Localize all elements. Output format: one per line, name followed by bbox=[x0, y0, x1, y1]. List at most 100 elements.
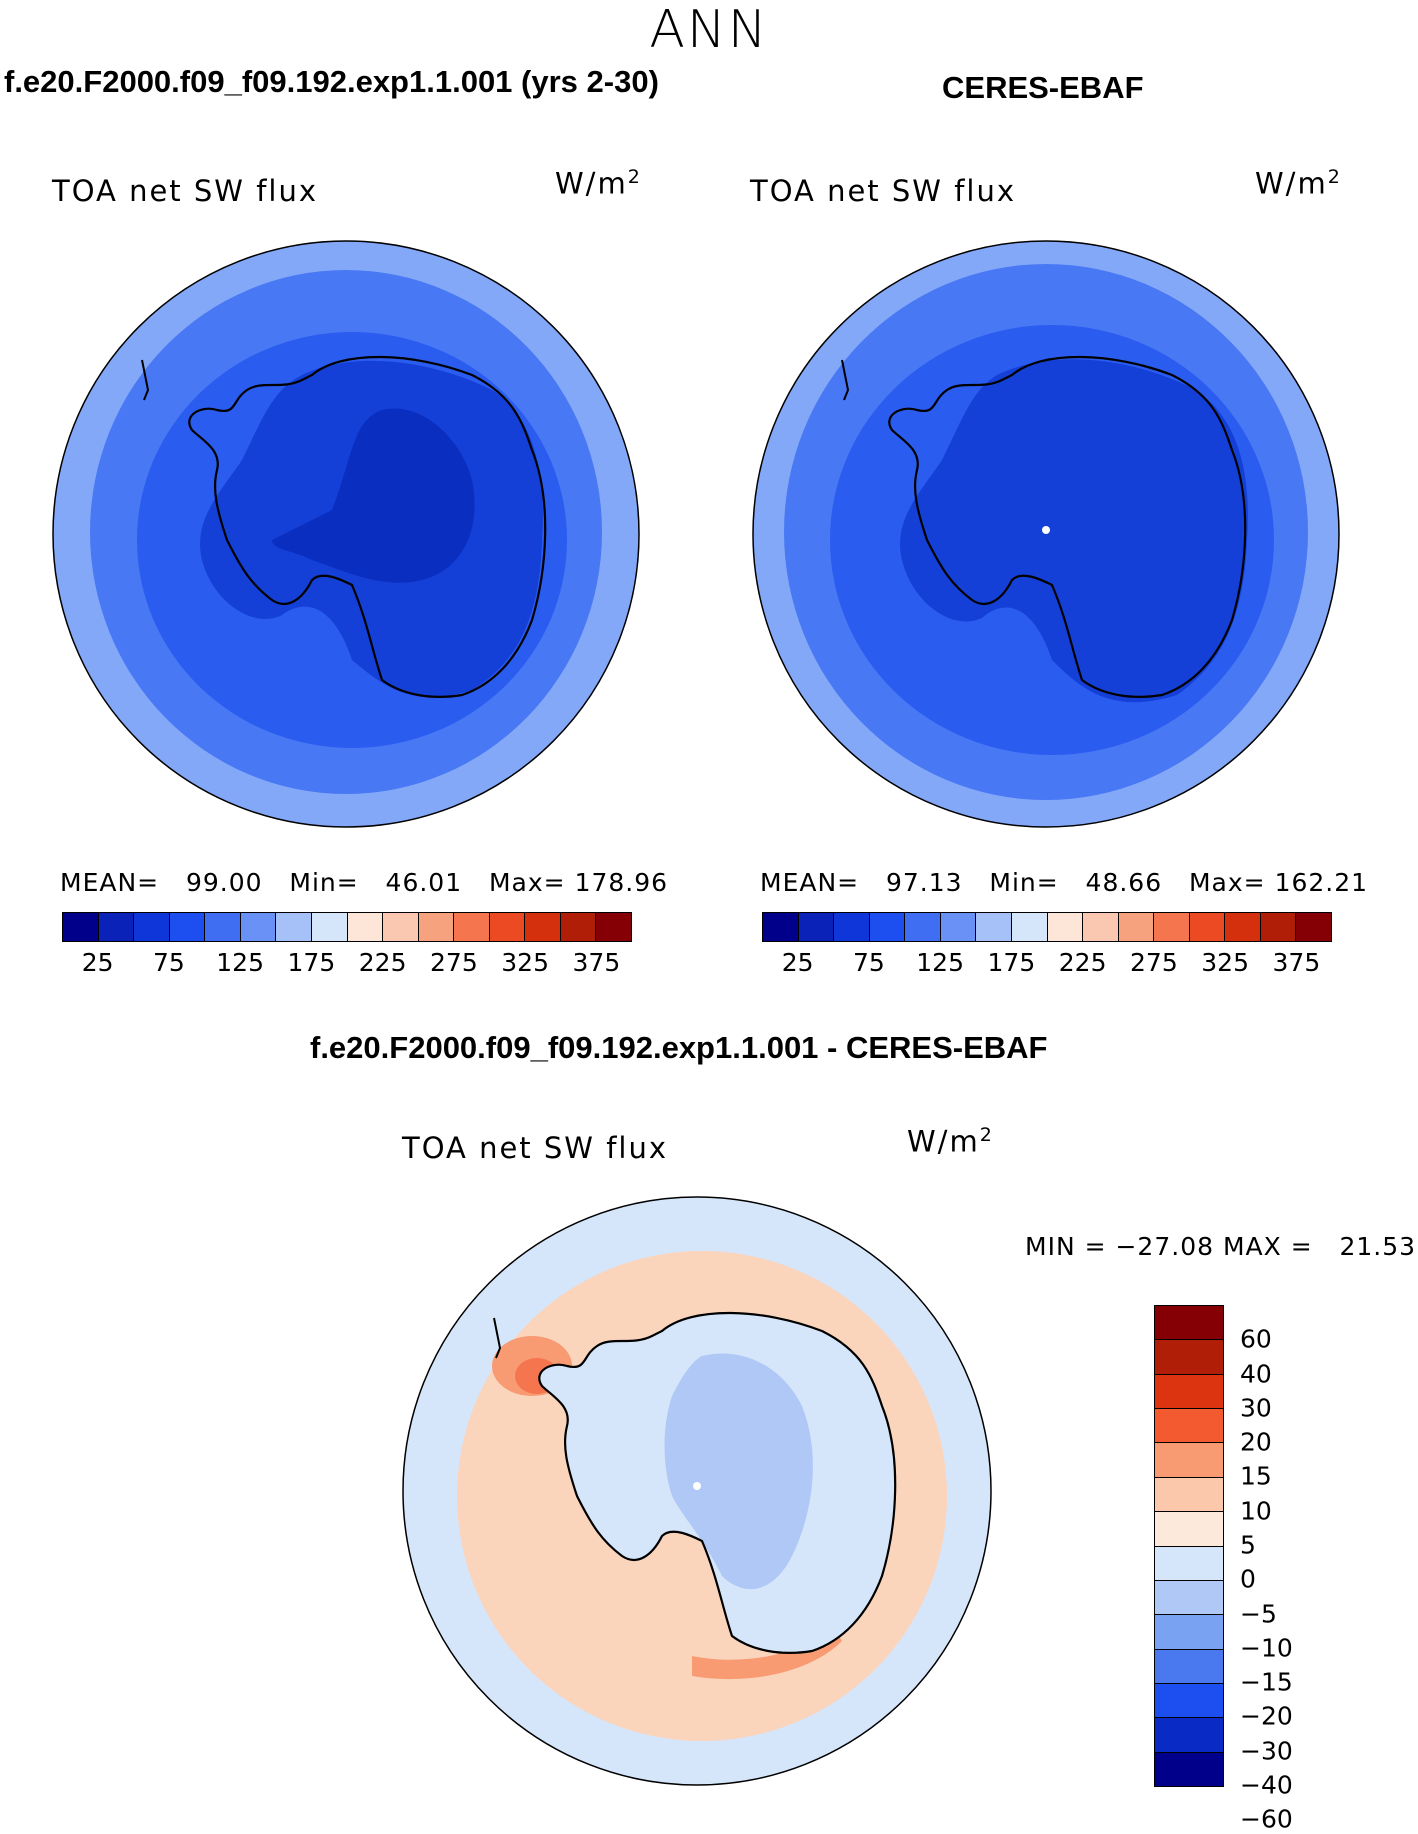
obs-colorbar-swatch bbox=[763, 913, 799, 941]
obs-units: W/m2 bbox=[1255, 166, 1342, 201]
model-colorbar-swatch bbox=[169, 913, 206, 941]
obs-ice-region bbox=[900, 359, 1248, 703]
obs-colorbar-swatches bbox=[762, 912, 1332, 942]
obs-pole-point bbox=[1042, 526, 1050, 534]
diff-colorbar-tick-label: −5 bbox=[1240, 1599, 1277, 1629]
obs-colorbar-swatch bbox=[1189, 913, 1226, 941]
diff-colorbar-tick-label: 0 bbox=[1240, 1564, 1256, 1594]
obs-colorbar-tick-label: 75 bbox=[852, 948, 885, 977]
model-colorbar-swatch bbox=[596, 913, 631, 941]
model-variable-label: TOA net SW flux bbox=[52, 174, 319, 208]
obs-variable-label: TOA net SW flux bbox=[750, 174, 1017, 208]
diff-colorbar-swatch bbox=[1155, 1409, 1223, 1444]
model-colorbar-swatch bbox=[63, 913, 99, 941]
diff-colorbar-swatch bbox=[1155, 1683, 1223, 1719]
model-colorbar: 25 75 125 175 225 275 325 375 bbox=[62, 912, 632, 978]
obs-colorbar-swatch bbox=[976, 913, 1012, 941]
model-coastline bbox=[188, 355, 547, 698]
diff-map bbox=[402, 1196, 992, 1786]
diff-coastline bbox=[538, 1311, 897, 1654]
model-map bbox=[52, 240, 640, 828]
diff-variable-label: TOA net SW flux bbox=[402, 1131, 669, 1165]
diff-colorbar-tick-label: 15 bbox=[1240, 1461, 1272, 1491]
model-colorbar-tick-label: 275 bbox=[430, 948, 478, 977]
model-colorbar-swatch bbox=[205, 913, 241, 941]
diff-colorbar-swatch bbox=[1155, 1374, 1223, 1410]
obs-colorbar-swatch bbox=[834, 913, 870, 941]
diff-colorbar-tick-label: 60 bbox=[1240, 1324, 1272, 1354]
diff-colorbar-tick-label: 40 bbox=[1240, 1359, 1272, 1389]
obs-colorbar-ticks: 25 75 125 175 225 275 325 375 bbox=[762, 942, 1332, 978]
model-colorbar-swatch bbox=[276, 913, 312, 941]
obs-stats: MEAN= 97.13 Min= 48.66 Max= 162.21 bbox=[760, 868, 1369, 897]
obs-colorbar-tick-label: 175 bbox=[987, 948, 1036, 977]
model-title: f.e20.F2000.f09_f09.192.exp1.1.001 (yrs … bbox=[4, 64, 659, 99]
diff-units: W/m2 bbox=[907, 1124, 994, 1159]
diff-colorbar-swatch bbox=[1155, 1546, 1223, 1581]
diff-colorbar bbox=[1154, 1305, 1224, 1787]
model-colorbar-ticks: 25 75 125 175 225 275 325 375 bbox=[62, 942, 632, 978]
obs-colorbar-tick-label: 25 bbox=[781, 948, 814, 977]
obs-colorbar-swatch bbox=[940, 913, 977, 941]
obs-colorbar-tick-label: 325 bbox=[1201, 948, 1249, 977]
obs-colorbar-swatch bbox=[1260, 913, 1297, 941]
model-colorbar-swatch bbox=[383, 913, 419, 941]
diff-colorbar-swatches bbox=[1154, 1305, 1224, 1787]
obs-coastline bbox=[888, 355, 1247, 698]
obs-colorbar-tick-label: 375 bbox=[1272, 948, 1321, 977]
diff-title: f.e20.F2000.f09_f09.192.exp1.1.001 - CER… bbox=[310, 1030, 1048, 1065]
diff-colorbar-swatch bbox=[1155, 1649, 1223, 1684]
obs-colorbar-swatch bbox=[905, 913, 941, 941]
model-stats: MEAN= 99.00 Min= 46.01 Max= 178.96 bbox=[60, 868, 669, 897]
obs-colorbar-swatch bbox=[798, 913, 835, 941]
diff-colorbar-tick-label: 30 bbox=[1240, 1393, 1272, 1423]
model-colorbar-tick-label: 75 bbox=[152, 948, 185, 977]
diff-colorbar-tick-label: −40 bbox=[1240, 1770, 1293, 1800]
obs-colorbar-swatch bbox=[1047, 913, 1084, 941]
model-colorbar-tick-label: 125 bbox=[216, 948, 264, 977]
obs-colorbar-swatch bbox=[869, 913, 906, 941]
diff-colorbar-tick-label: 10 bbox=[1240, 1496, 1272, 1526]
model-colorbar-swatch bbox=[525, 913, 561, 941]
diff-colorbar-swatch bbox=[1155, 1615, 1223, 1650]
model-colorbar-tick-label: 325 bbox=[501, 948, 549, 977]
model-colorbar-tick-label: 375 bbox=[572, 948, 621, 977]
diff-colorbar-tick-label: −15 bbox=[1240, 1667, 1293, 1697]
obs-colorbar-swatch bbox=[1083, 913, 1119, 941]
diff-colorbar-swatch bbox=[1155, 1752, 1223, 1787]
model-colorbar-swatch bbox=[98, 913, 135, 941]
diff-colorbar-swatch bbox=[1155, 1477, 1223, 1513]
obs-colorbar-tick-label: 225 bbox=[1058, 948, 1107, 977]
diff-colorbar-swatch bbox=[1155, 1340, 1223, 1375]
diff-warm-arc bbox=[692, 1626, 842, 1680]
model-colorbar-swatch bbox=[347, 913, 384, 941]
diff-colorbar-tick-label: −30 bbox=[1240, 1736, 1293, 1766]
model-colorbar-swatch bbox=[489, 913, 526, 941]
model-colorbar-tick-label: 225 bbox=[358, 948, 407, 977]
model-colorbar-swatch bbox=[454, 913, 490, 941]
model-core-region bbox=[272, 408, 475, 583]
diff-interior bbox=[664, 1353, 813, 1590]
diff-colorbar-swatch bbox=[1155, 1580, 1223, 1616]
diff-colorbar-tick-label: 5 bbox=[1240, 1530, 1256, 1560]
model-colorbar-swatch bbox=[240, 913, 277, 941]
model-colorbar-swatch bbox=[311, 913, 348, 941]
obs-colorbar: 25 75 125 175 225 275 325 375 bbox=[762, 912, 1332, 978]
obs-colorbar-swatch bbox=[1296, 913, 1331, 941]
obs-map bbox=[752, 240, 1340, 828]
season-title: ANN bbox=[649, 0, 769, 60]
model-colorbar-swatch bbox=[560, 913, 597, 941]
obs-title: CERES-EBAF bbox=[942, 70, 1144, 105]
model-colorbar-swatches bbox=[62, 912, 632, 942]
diff-colorbar-swatch bbox=[1155, 1718, 1223, 1753]
obs-colorbar-tick-label: 275 bbox=[1130, 948, 1178, 977]
diff-colorbar-tick-label: 20 bbox=[1240, 1427, 1272, 1457]
diff-colorbar-swatch bbox=[1155, 1512, 1223, 1547]
model-colorbar-swatch bbox=[134, 913, 170, 941]
obs-colorbar-swatch bbox=[1225, 913, 1261, 941]
diff-colorbar-swatch bbox=[1155, 1443, 1223, 1478]
diff-colorbar-tick-label: −20 bbox=[1240, 1701, 1293, 1731]
diff-minmax: MIN = −27.08 MAX = 21.53 bbox=[1025, 1232, 1417, 1261]
diff-colorbar-swatch bbox=[1155, 1306, 1223, 1341]
obs-colorbar-swatch bbox=[1118, 913, 1155, 941]
